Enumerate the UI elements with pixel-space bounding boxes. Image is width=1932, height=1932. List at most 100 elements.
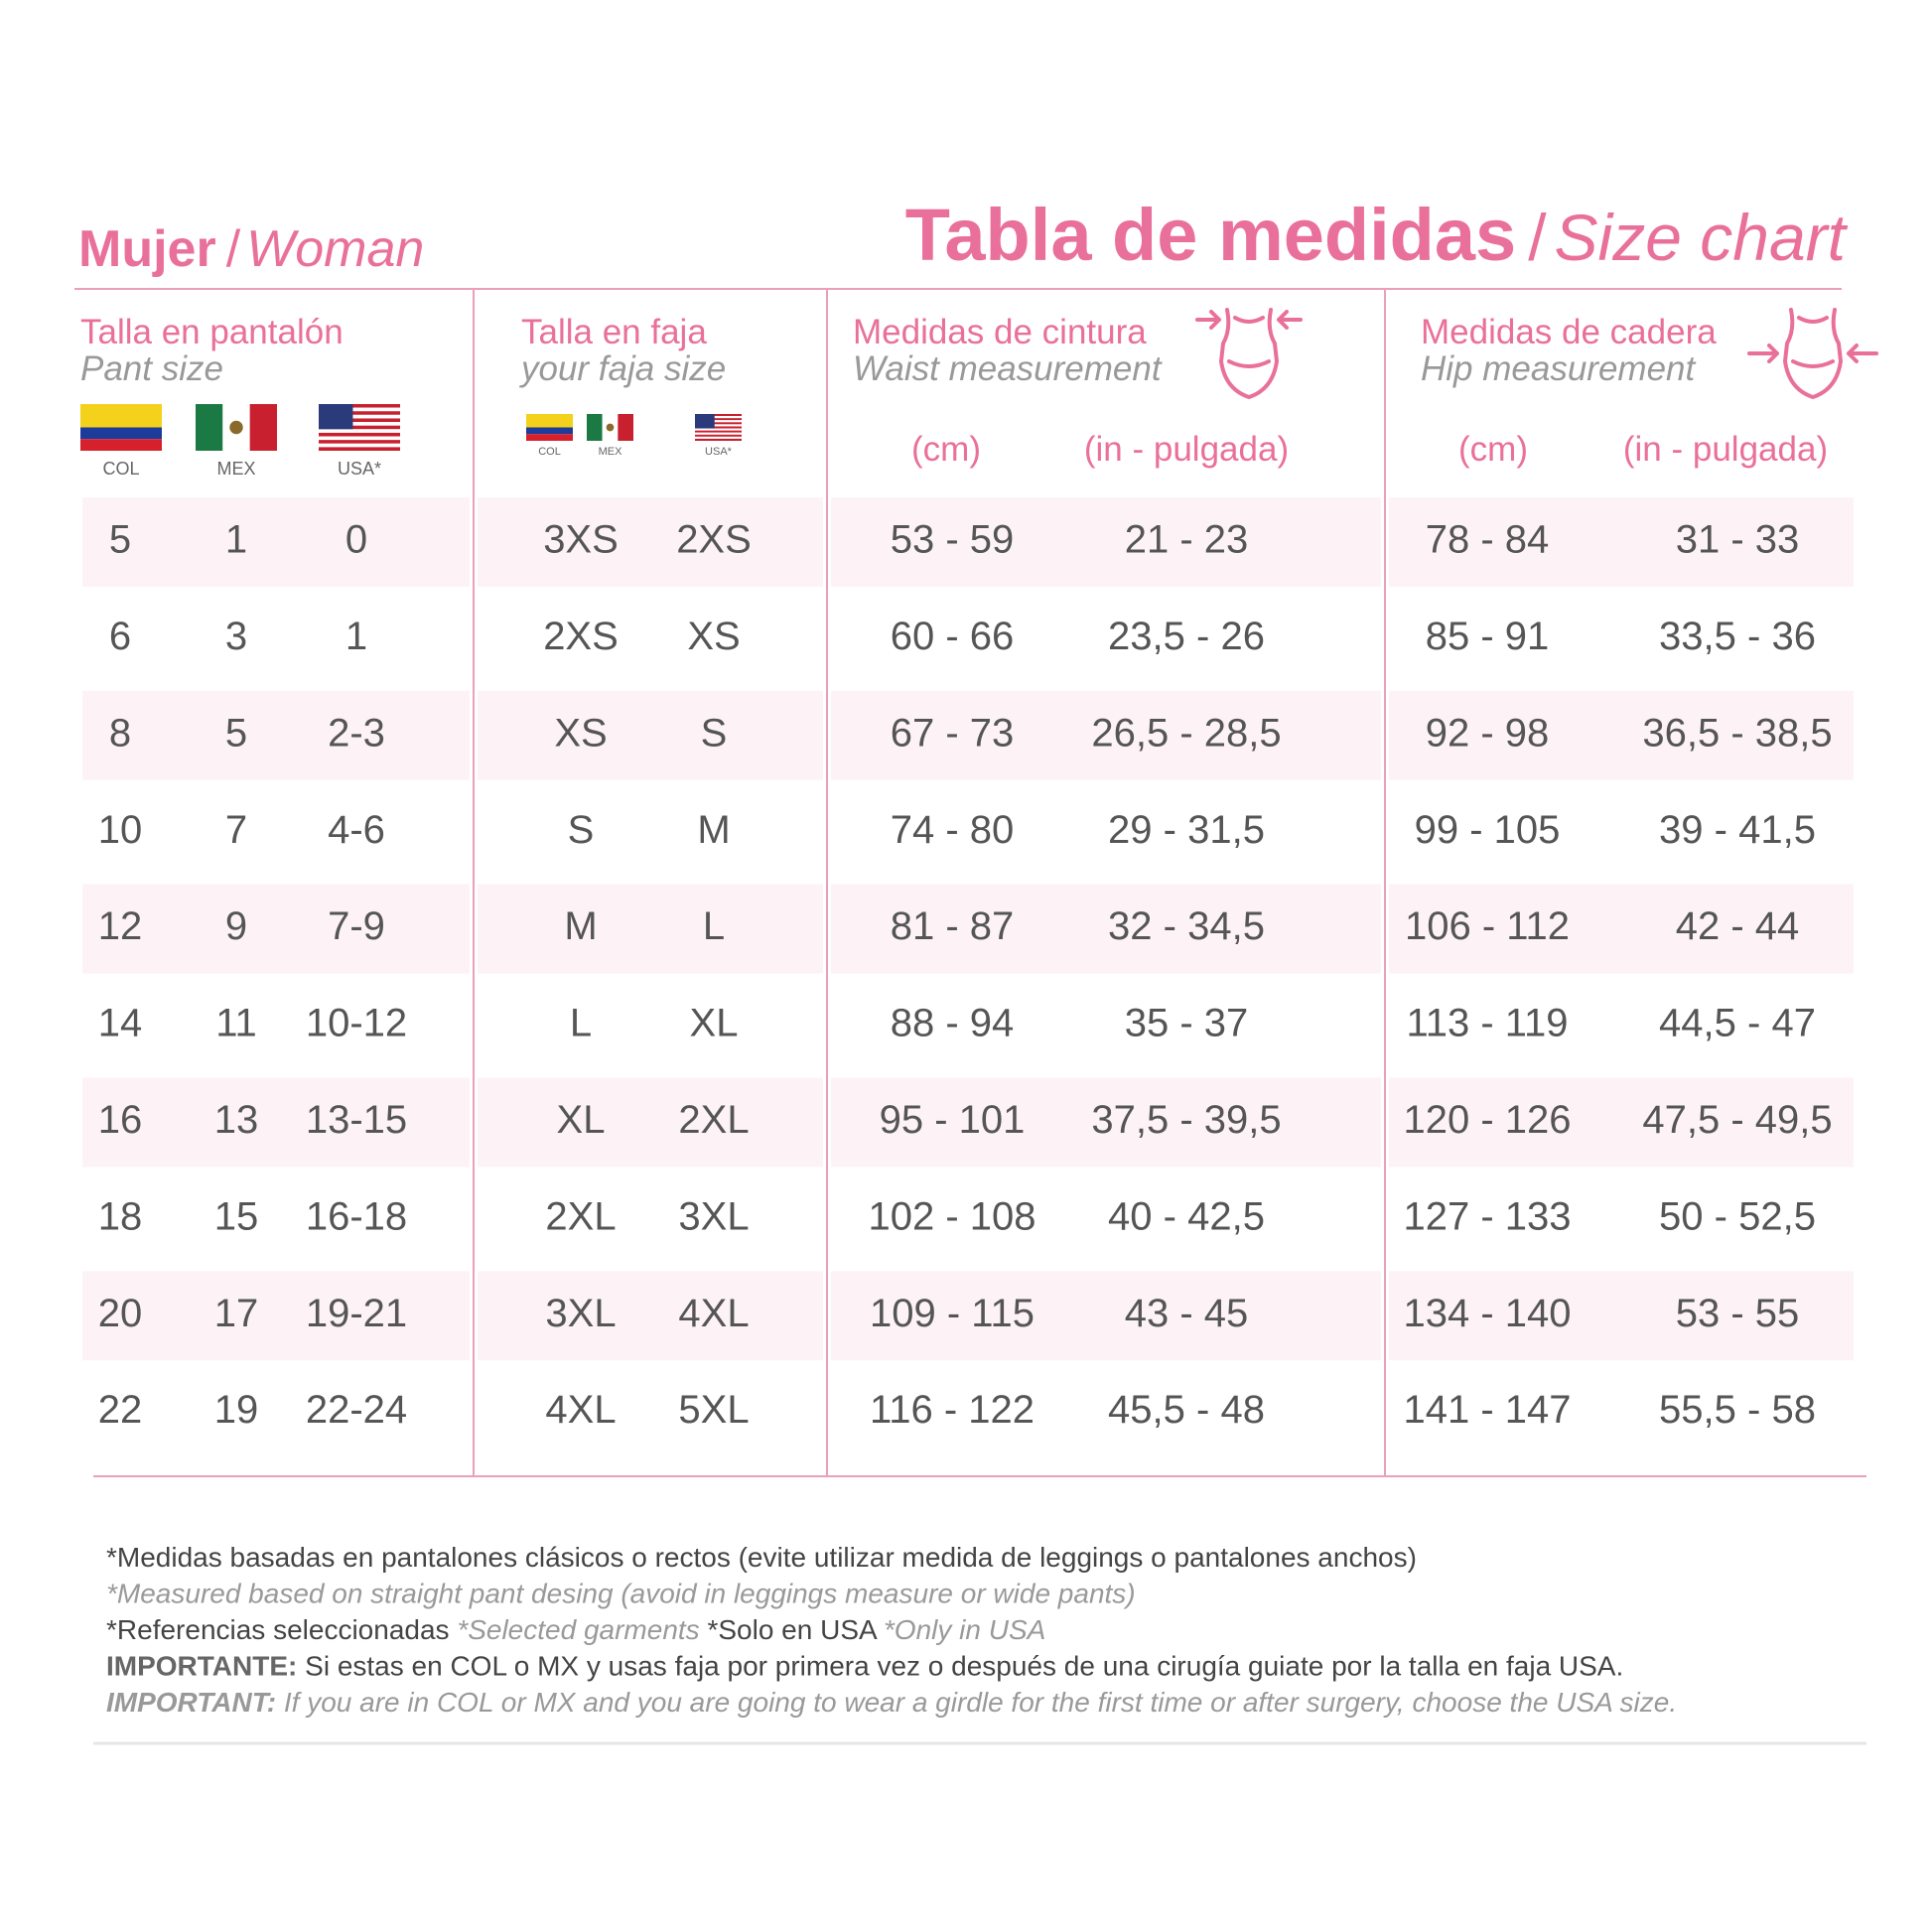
cell: 13 <box>214 1098 259 1142</box>
stripe <box>695 424 742 427</box>
cell: 44,5 - 47 <box>1659 1002 1816 1045</box>
note-segment: IMPORTANT: <box>106 1687 276 1718</box>
stripe <box>80 404 162 428</box>
note-segment: *Only in USA <box>884 1614 1045 1645</box>
cell: 32 - 34,5 <box>1108 904 1265 948</box>
stripe <box>319 422 400 426</box>
cell: S <box>568 808 595 852</box>
cell: 33,5 - 36 <box>1659 615 1816 658</box>
flag <box>196 404 277 451</box>
note-segment: IMPORTANTE: <box>106 1651 297 1682</box>
stripe <box>319 407 400 412</box>
cell: 53 - 55 <box>1676 1292 1800 1335</box>
cell: 0 <box>345 518 367 562</box>
stripe <box>695 414 742 417</box>
title-es: Mujer <box>78 220 216 278</box>
cell: 120 - 126 <box>1403 1098 1571 1142</box>
cell: 1 <box>345 615 367 658</box>
note: IMPORTANTE: Si estas en COL o MX y usas … <box>106 1651 1623 1682</box>
stripe <box>618 414 633 441</box>
cell: M <box>564 904 597 948</box>
unit-label: (in - pulgada) <box>1084 430 1289 469</box>
cell: 55,5 - 58 <box>1659 1388 1816 1432</box>
unit-label: (cm) <box>911 430 981 469</box>
title-sep: / <box>1528 201 1547 274</box>
cell: 10-12 <box>306 1002 407 1045</box>
stripe <box>319 404 400 408</box>
waist-icon <box>1195 308 1303 399</box>
cell: 45,5 - 48 <box>1108 1388 1265 1432</box>
cell: 74 - 80 <box>891 808 1015 852</box>
row-band <box>1389 497 1854 587</box>
note-segment: *Medidas basadas en pantalones clásicos … <box>106 1542 1417 1573</box>
row-band <box>1389 690 1854 780</box>
cell: 14 <box>98 1002 143 1045</box>
cell: XL <box>690 1002 739 1045</box>
cell: L <box>570 1002 592 1045</box>
note-segment: *Measured based on straight pant desing … <box>106 1579 1136 1609</box>
cell: 99 - 105 <box>1415 808 1561 852</box>
stripe <box>319 447 400 451</box>
row-band <box>478 497 823 587</box>
cell: 29 - 31,5 <box>1108 808 1265 852</box>
column-title: Talla en faja <box>521 313 707 351</box>
stripe <box>80 439 162 451</box>
cell: 11 <box>215 1002 257 1045</box>
dividers <box>473 289 1386 1476</box>
row-band <box>831 497 1381 587</box>
cell: 9 <box>225 904 247 948</box>
cell: 102 - 108 <box>868 1194 1035 1238</box>
cell: 42 - 44 <box>1676 904 1800 948</box>
stripe <box>319 425 400 430</box>
cell: 95 - 101 <box>880 1098 1026 1142</box>
cell: 2-3 <box>328 711 385 755</box>
row-band <box>831 884 1381 974</box>
flag-label: COL <box>538 446 561 458</box>
cell: 67 - 73 <box>891 711 1015 755</box>
cell: 3 <box>225 615 247 658</box>
column-subtitle: Waist measurement <box>853 349 1163 388</box>
stripe <box>319 429 400 433</box>
stripe <box>695 418 742 421</box>
cell: 113 - 119 <box>1406 1002 1568 1045</box>
column-title: Medidas de cadera <box>1421 313 1717 351</box>
cell: 2XS <box>543 615 619 658</box>
cell: 12 <box>98 904 143 948</box>
cell: 20 <box>98 1292 143 1335</box>
column-subtitle: your faja size <box>519 349 726 388</box>
row-band <box>478 1271 823 1361</box>
stripe <box>695 416 742 419</box>
stripe <box>319 443 400 448</box>
stripe <box>695 426 742 429</box>
stripe <box>249 404 277 451</box>
cell: 16 <box>98 1098 143 1142</box>
cell: M <box>697 808 730 852</box>
row-band <box>478 1077 823 1168</box>
stripe <box>695 420 742 423</box>
cell: 19 <box>214 1388 259 1432</box>
cell: 2XL <box>678 1098 749 1142</box>
cell: 47,5 - 49,5 <box>1642 1098 1832 1142</box>
cell: 106 - 112 <box>1405 904 1570 948</box>
note: *Measured based on straight pant desing … <box>106 1579 1136 1609</box>
cell: XL <box>557 1098 606 1142</box>
cell: 127 - 133 <box>1403 1194 1571 1238</box>
flag-label: USA* <box>338 459 381 479</box>
flag <box>80 404 162 451</box>
cell: 26,5 - 28,5 <box>1091 711 1281 755</box>
canton <box>695 414 715 429</box>
cell: 15 <box>214 1194 259 1238</box>
cell: 2XS <box>676 518 752 562</box>
cell: 18 <box>98 1194 143 1238</box>
row-band <box>82 690 470 780</box>
stripe <box>319 414 400 419</box>
cell: 39 - 41,5 <box>1659 808 1816 852</box>
stripe <box>695 428 742 431</box>
cell: 36,5 - 38,5 <box>1642 711 1832 755</box>
cell: 1 <box>225 518 247 562</box>
cell: 7 <box>225 808 247 852</box>
cell: 21 - 23 <box>1125 518 1249 562</box>
row-band <box>82 497 470 587</box>
row-band <box>478 690 823 780</box>
